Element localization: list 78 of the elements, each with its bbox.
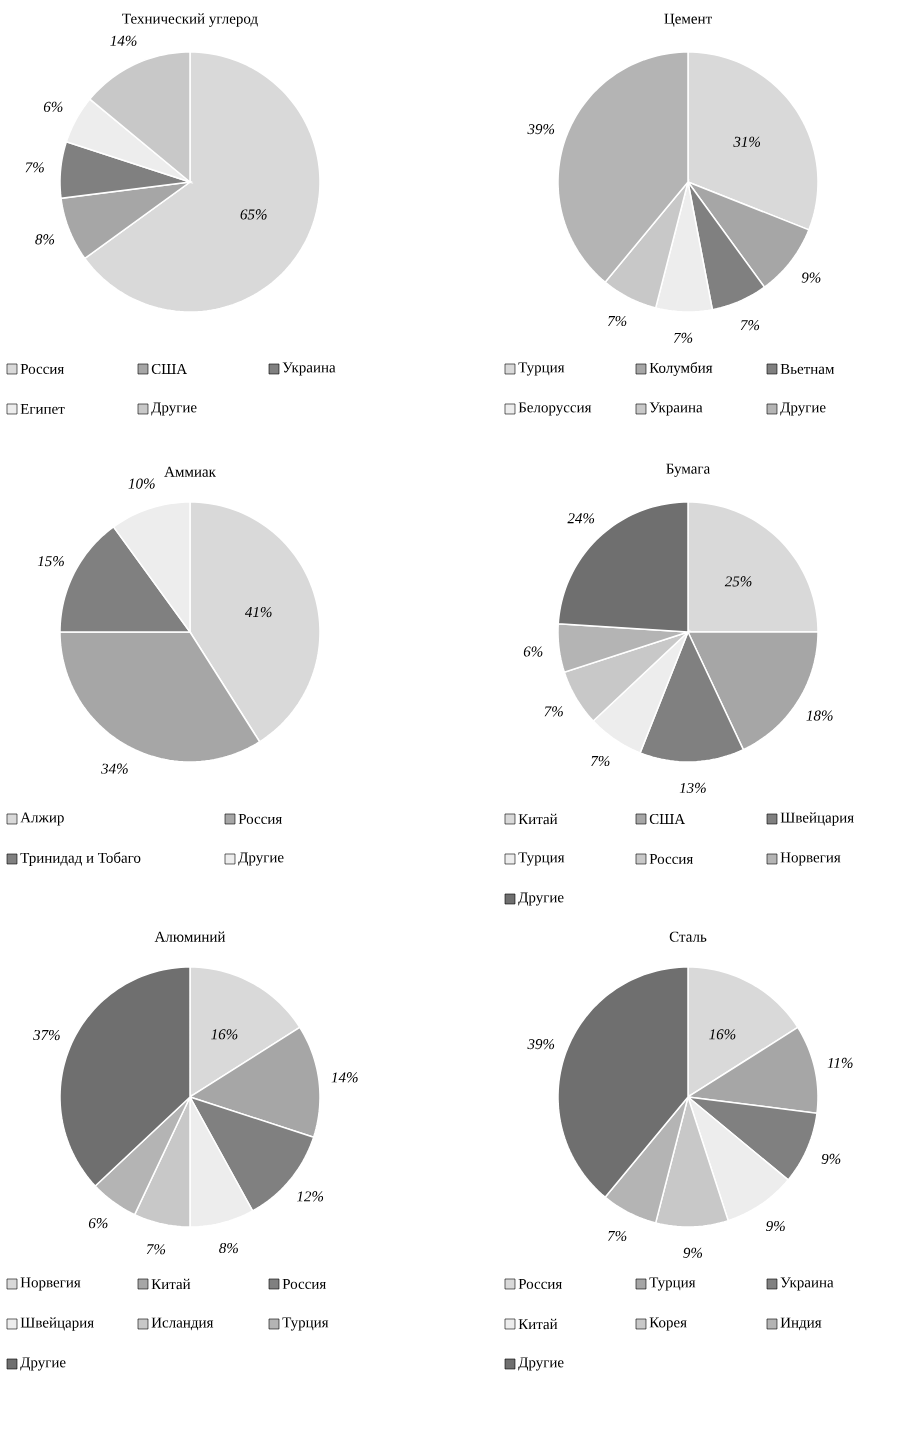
data-label: 34% xyxy=(101,763,128,774)
legend-label: Исландия xyxy=(151,1317,214,1331)
chart-title: Сталь xyxy=(669,931,707,942)
data-label: 14% xyxy=(331,1072,358,1083)
data-label: 7% xyxy=(608,315,627,327)
data-label: 8% xyxy=(35,234,55,245)
chart-title: Бумага xyxy=(666,463,710,477)
legend-label: Россия xyxy=(238,814,282,824)
chart-title: Алюминий xyxy=(154,931,226,942)
data-label: 9% xyxy=(821,1153,841,1165)
legend-label: Украина xyxy=(780,1277,834,1291)
data-label: 7% xyxy=(673,332,693,344)
data-label: 6% xyxy=(88,1218,108,1229)
data-label: 16% xyxy=(211,1029,238,1040)
legend-label: Турция xyxy=(282,1317,329,1331)
data-label: 18% xyxy=(806,710,833,721)
data-label: 7% xyxy=(591,755,610,767)
legend-label: Китай xyxy=(518,1318,558,1330)
legend-label: Белоруссия xyxy=(518,402,592,416)
legend-label: Россия xyxy=(649,854,693,864)
chart-title: Аммиак xyxy=(164,466,216,477)
legend-label: Турция xyxy=(649,1277,696,1291)
legend-label: Китай xyxy=(518,813,558,825)
legend-label: Турция xyxy=(518,362,565,376)
data-label: 8% xyxy=(219,1243,238,1254)
legend-label: Норвегия xyxy=(20,1277,81,1291)
legend-label: Китай xyxy=(151,1278,191,1290)
data-label: 13% xyxy=(679,782,706,794)
data-label: 39% xyxy=(527,124,555,135)
data-label: 7% xyxy=(544,706,563,717)
legend-label: Швейцария xyxy=(780,812,854,826)
legend-label: Россия xyxy=(20,364,64,374)
legend-label: Египет xyxy=(20,404,65,414)
data-label: 15% xyxy=(37,556,64,567)
legend-label: Турция xyxy=(518,852,565,866)
legend-label: Корея xyxy=(649,1317,687,1331)
legend-label: Другие xyxy=(238,852,284,866)
data-label: 7% xyxy=(146,1244,166,1255)
legend-label: Другие xyxy=(518,892,564,906)
legend-label: Украина xyxy=(649,402,703,416)
data-label: 25% xyxy=(724,576,752,587)
legend-label: Тринидад и Тобаго xyxy=(20,852,141,866)
data-label: 10% xyxy=(128,478,155,489)
data-label: 9% xyxy=(683,1247,703,1258)
data-label: 9% xyxy=(766,1220,785,1232)
data-label: 6% xyxy=(43,101,63,112)
data-label: 7% xyxy=(608,1230,627,1242)
legend-label: США xyxy=(151,363,188,375)
legend-label: США xyxy=(649,813,686,825)
legend-label: Другие xyxy=(20,1357,66,1371)
legend-label: Колумбия xyxy=(649,362,713,376)
legend-label: Швейцария xyxy=(20,1317,94,1331)
data-label: 41% xyxy=(244,606,272,618)
legend-label: Другие xyxy=(151,402,197,416)
data-label: 12% xyxy=(296,1191,324,1202)
data-label: 39% xyxy=(527,1039,555,1050)
legend-label: Украина xyxy=(282,362,336,376)
legend-label: Норвегия xyxy=(780,852,841,866)
chart-title: Технический углерод xyxy=(122,13,258,27)
data-label: 65% xyxy=(240,209,267,220)
legend-label: Другие xyxy=(780,402,826,416)
data-label: 11% xyxy=(827,1057,853,1069)
legend-label: Алжир xyxy=(20,812,64,826)
legend-label: Россия xyxy=(518,1279,562,1289)
legend-label: Вьетнам xyxy=(780,364,835,374)
legend-label: Россия xyxy=(282,1279,326,1289)
data-label: 16% xyxy=(709,1029,736,1040)
legend-label: Индия xyxy=(780,1317,822,1331)
legend-label: Другие xyxy=(518,1357,564,1371)
data-label: 6% xyxy=(523,646,543,657)
data-label: 31% xyxy=(733,136,761,147)
data-label: 24% xyxy=(567,513,595,524)
data-label: 9% xyxy=(801,272,821,283)
data-label: 7% xyxy=(740,320,760,331)
data-label: 14% xyxy=(110,35,137,46)
data-label: 7% xyxy=(25,162,44,173)
chart-title: Цемент xyxy=(664,13,712,27)
data-label: 37% xyxy=(33,1029,60,1041)
